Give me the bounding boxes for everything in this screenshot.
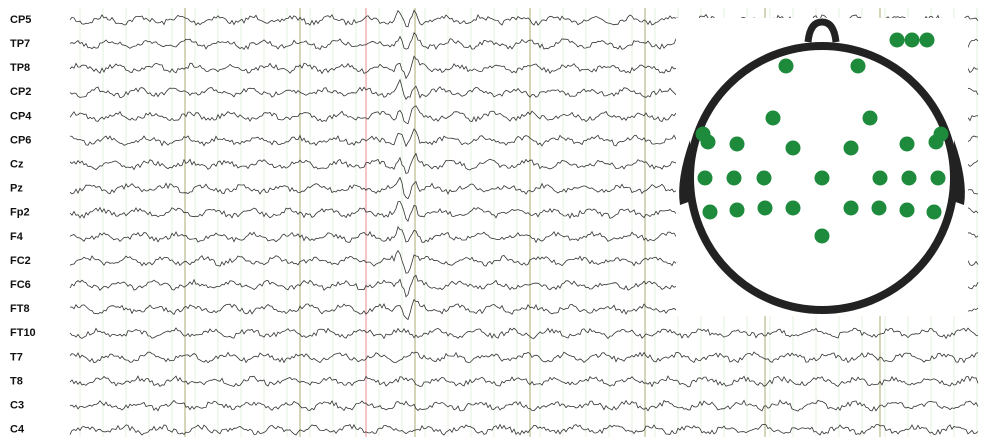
channel-label: FC2 [10,255,31,267]
electrode [900,137,915,152]
electrode [815,171,830,186]
channel-label: CP5 [10,14,31,26]
channel-label: F4 [10,231,24,243]
electrode [863,111,878,126]
electrode [703,205,718,220]
electrode [779,59,794,74]
channel-label: C3 [10,400,24,412]
electrode [920,33,935,48]
map-background [676,18,968,316]
electrode-map [676,18,968,316]
channel-label: C4 [10,424,25,436]
electrode [758,201,773,216]
channel-label: FC6 [10,279,31,291]
channel-label: FT10 [10,327,36,339]
channel-label: T8 [10,375,23,387]
channel-label: FT8 [10,303,30,315]
channel-label: TP8 [10,62,30,74]
channel-labels: CP5 TP7 TP8 CP2 CP4 CP6 Cz Pz Fp2 F4 FC2 FC6 FT8 FT10… [10,14,36,436]
electrode [844,141,859,156]
trace [70,376,978,387]
channel-label: CP6 [10,134,31,146]
electrode [890,33,905,48]
electrode [872,201,887,216]
electrode [844,201,859,216]
trace [70,352,978,363]
eeg-view: CP5 TP7 TP8 CP2 CP4 CP6 Cz Pz Fp2 F4 FC2 FC6 FT8 FT10… [0,0,981,437]
electrode [698,171,713,186]
electrode [727,171,742,186]
electrode [786,141,801,156]
electrode [927,205,942,220]
electrode [757,171,772,186]
electrode [701,135,716,150]
channel-label: CP2 [10,86,31,98]
electrode [902,171,917,186]
electrode [786,201,801,216]
electrode [900,203,915,218]
trace [70,328,978,339]
channel-label: TP7 [10,38,30,50]
channel-label: CP4 [10,110,32,122]
electrode [934,127,949,142]
electrode [905,33,920,48]
electrode [873,171,888,186]
channel-label: Fp2 [10,207,30,219]
electrode [851,59,866,74]
channel-label: Pz [10,183,23,195]
electrode [931,171,946,186]
electrode [815,229,830,244]
electrode [730,137,745,152]
trace [70,424,978,435]
electrode [766,111,781,126]
electrode [730,203,745,218]
channel-label: T7 [10,351,23,363]
channel-label: Cz [10,159,24,171]
trace [70,400,978,411]
